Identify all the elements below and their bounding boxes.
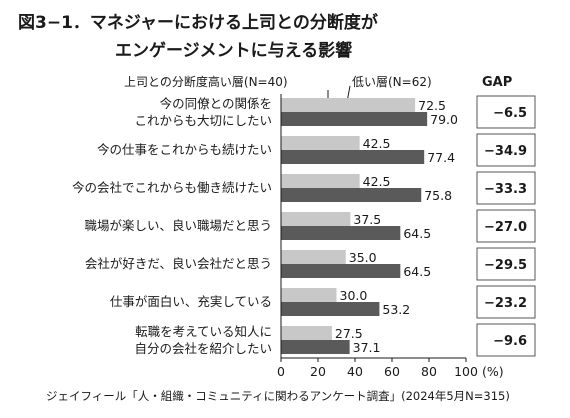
value-label-high: 72.5 — [418, 98, 446, 113]
gap-value: −6.5 — [493, 106, 527, 121]
value-label-high: 27.5 — [335, 326, 363, 341]
gap-box — [476, 95, 536, 129]
value-label-high: 42.5 — [363, 136, 391, 151]
x-tick-label: 20 — [310, 364, 326, 379]
value-label-low: 64.5 — [403, 226, 431, 241]
gap-value: −27.0 — [484, 220, 527, 235]
gap-box — [476, 209, 536, 243]
bar-low — [281, 264, 401, 278]
value-label-low: 53.2 — [382, 302, 410, 317]
gap-value: −9.6 — [493, 334, 527, 349]
value-label-high: 42.5 — [363, 174, 391, 189]
gap-box — [476, 323, 536, 357]
category-label: 職場が楽しい、良い職場だと思う — [84, 218, 272, 233]
x-tick-label: 100 — [454, 364, 478, 379]
x-axis: 0 20 40 60 80 100 (%) — [277, 94, 504, 379]
bar-low — [281, 226, 401, 240]
chart-title-line2: エンゲージメントに与える影響 — [115, 40, 352, 61]
legend-label-low: 低い層(N=62) — [352, 75, 432, 89]
bar-low — [281, 188, 422, 202]
gap-box — [476, 247, 536, 281]
chart-title-line1: 図3−1．マネジャーにおける上司との分断度が — [18, 12, 378, 33]
category-label: 転職を考えている知人に自分の会社を紹介したい — [134, 324, 272, 356]
bar-low — [281, 340, 350, 354]
gap-header: GAP — [482, 75, 512, 90]
value-label-low: 64.5 — [403, 264, 431, 279]
category-label: 今の仕事をこれからも続けたい — [97, 142, 272, 157]
gap-box — [476, 285, 536, 319]
value-label-high: 37.5 — [353, 212, 381, 227]
bar-low — [281, 302, 380, 316]
bar-low — [281, 150, 425, 164]
bar-low — [281, 112, 428, 126]
legend-label-high: 上司との分断度高い層(N=40) — [124, 74, 288, 89]
gap-box — [476, 171, 536, 205]
value-label-low: 79.0 — [430, 112, 458, 127]
x-tick-label: 0 — [277, 364, 285, 379]
gap-value: −34.9 — [484, 144, 527, 159]
x-tick-label: 80 — [421, 364, 437, 379]
bar-high — [281, 136, 360, 150]
bar-high — [281, 326, 332, 340]
value-label-low: 75.8 — [424, 188, 452, 203]
bar-high — [281, 174, 360, 188]
category-label: 今の同僚との関係をこれからも大切にしたい — [134, 96, 272, 128]
gap-value: −29.5 — [484, 258, 527, 273]
source-note: ジェイフィール「人・組織・コミュニティに関わるアンケート調査」(2024年5月N… — [46, 389, 510, 403]
category-label: 会社が好きだ、良い会社だと思う — [85, 256, 272, 271]
value-label-low: 37.1 — [353, 340, 381, 355]
bar-high — [281, 250, 346, 264]
x-tick-label: 60 — [384, 364, 400, 379]
value-label-high: 35.0 — [349, 250, 377, 265]
bars-group — [281, 98, 428, 354]
gap-box — [476, 133, 536, 167]
bar-high — [281, 212, 351, 226]
bar-high — [281, 288, 337, 302]
gap-value: −33.3 — [484, 182, 527, 197]
x-tick-label: 40 — [347, 364, 363, 379]
labels-group: 今の同僚との関係をこれからも大切にしたい 72.579.0 −6.5 今の仕事をこれか… — [72, 95, 536, 357]
value-label-high: 30.0 — [340, 288, 368, 303]
gap-value: −23.2 — [484, 296, 527, 311]
bar-high — [281, 98, 416, 112]
category-label: 仕事が面白い、充実している — [110, 294, 272, 309]
category-label: 今の会社でこれからも働き続けたい — [72, 180, 272, 195]
x-unit-label: (%) — [482, 364, 504, 379]
value-label-low: 77.4 — [427, 150, 455, 165]
